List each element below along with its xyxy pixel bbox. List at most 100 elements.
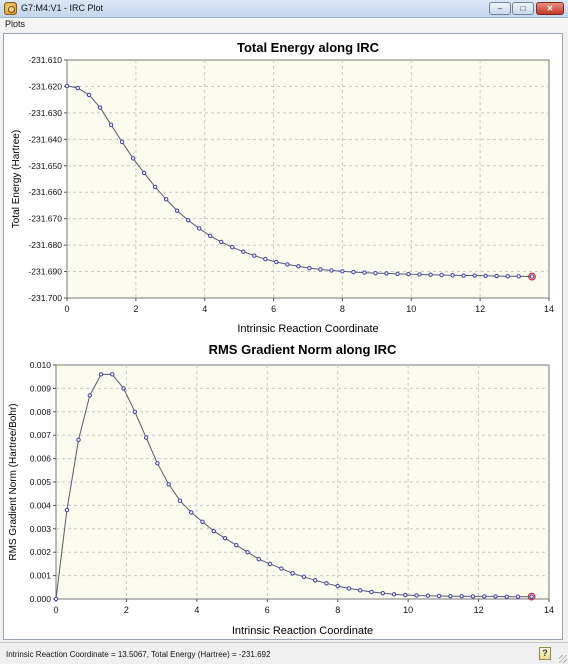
data-point	[141, 170, 147, 176]
data-point	[110, 372, 115, 377]
y-tick-label: -231.680	[28, 240, 62, 250]
data-point	[346, 586, 352, 591]
data-point	[362, 270, 367, 275]
data-point	[414, 593, 419, 598]
data-point	[351, 269, 356, 275]
menu-item-plots[interactable]: Plots	[5, 19, 26, 29]
selected-point-marker	[527, 592, 536, 601]
data-point	[86, 92, 92, 98]
data-point	[324, 581, 329, 586]
minimize-button[interactable]: –	[489, 2, 511, 15]
data-point	[504, 594, 509, 599]
data-point	[174, 208, 180, 213]
data-point	[166, 482, 171, 487]
data-point	[152, 184, 158, 190]
data-point	[189, 510, 194, 515]
data-point	[470, 594, 476, 599]
resize-grip-icon[interactable]	[559, 655, 567, 663]
plot-frame	[66, 59, 550, 299]
y-tick-label: 0.004	[30, 500, 52, 510]
plot-panel: 0 2 4 6 8 10 12 14 -231.610 -231.620 -231.630 -231.…	[3, 33, 563, 640]
y-tick-label: 0.000	[30, 594, 52, 604]
x-tick-label: 6	[265, 605, 270, 615]
data-point	[493, 594, 498, 599]
data-point	[395, 271, 400, 277]
data-point	[197, 226, 202, 231]
y-tick-label: -231.700	[28, 293, 62, 303]
y-tick-label: 0.002	[30, 547, 52, 557]
data-point	[245, 550, 250, 555]
data-point	[290, 571, 295, 576]
y-tick-label: -231.690	[28, 267, 62, 277]
data-point	[335, 583, 340, 589]
y-tick-label: -231.610	[28, 55, 62, 65]
data-point	[155, 461, 160, 466]
y-tick-label: -231.650	[28, 161, 62, 171]
data-point	[425, 593, 431, 598]
data-point	[301, 574, 307, 579]
data-point	[87, 393, 93, 398]
x-tick-label: 10	[403, 605, 413, 615]
data-point	[483, 273, 488, 278]
data-point	[296, 264, 301, 269]
data-point	[461, 273, 466, 278]
x-tick-label: 8	[335, 605, 340, 615]
data-point	[312, 578, 318, 583]
data-point	[358, 588, 363, 593]
data-point	[505, 274, 510, 279]
data-point	[230, 245, 235, 250]
selected-point-marker	[528, 272, 536, 281]
data-point	[406, 272, 411, 277]
x-tick-label: 0	[53, 605, 58, 615]
x-axis-label: Intrinsic Reaction Coordinate	[237, 323, 378, 335]
x-tick-label: 0	[64, 304, 69, 314]
data-point	[130, 156, 136, 161]
data-point	[64, 83, 70, 89]
help-icon[interactable]: ?	[539, 647, 551, 660]
y-tick-label: -231.660	[28, 187, 62, 197]
data-point	[241, 249, 246, 254]
data-point	[428, 272, 433, 277]
data-point	[482, 594, 487, 599]
data-point	[108, 122, 114, 127]
data-point	[163, 197, 169, 202]
data-point	[274, 259, 279, 265]
data-point	[97, 105, 103, 110]
data-point	[403, 592, 408, 598]
app-molecule-icon	[4, 2, 17, 15]
data-point	[380, 590, 385, 596]
data-point	[121, 386, 126, 391]
irc-charts-svg: 0 2 4 6 8 10 12 14 -231.610 -231.620 -231.630 -231.…	[8, 40, 554, 637]
x-tick-label: 2	[124, 605, 129, 615]
data-point	[450, 273, 455, 278]
x-tick-label: 2	[133, 304, 138, 314]
data-point	[307, 265, 312, 271]
y-tick-label: -231.620	[28, 81, 62, 91]
data-point	[234, 542, 239, 548]
data-point	[119, 139, 125, 145]
x-tick-label: 14	[544, 605, 554, 615]
chart-title: Total Energy along IRC	[237, 40, 380, 55]
y-axis-label: RMS Gradient Norm (Hartree/Bohr)	[8, 403, 19, 560]
window-title: G7:M4:V1 - IRC Plot	[21, 3, 104, 13]
y-tick-label: 0.001	[30, 571, 52, 581]
data-point	[529, 594, 534, 599]
status-bar: Intrinsic Reaction Coordinate = 13.5067,…	[0, 642, 568, 664]
data-point	[448, 593, 453, 599]
x-tick-label: 12	[474, 605, 484, 615]
menu-bar: Plots	[0, 18, 568, 32]
data-point	[516, 274, 521, 279]
data-point	[369, 589, 374, 595]
data-point	[222, 535, 228, 541]
y-tick-label: 0.009	[30, 383, 52, 393]
chart-title: RMS Gradient Norm along IRC	[209, 342, 397, 357]
data-point	[515, 594, 521, 599]
data-point	[263, 256, 268, 262]
x-tick-label: 10	[406, 304, 416, 314]
data-point	[252, 253, 257, 258]
data-point	[267, 561, 273, 567]
maximize-button[interactable]: □	[512, 2, 534, 15]
close-button[interactable]: ✕	[536, 2, 564, 15]
data-point	[529, 274, 535, 279]
y-tick-label: 0.005	[30, 477, 52, 487]
